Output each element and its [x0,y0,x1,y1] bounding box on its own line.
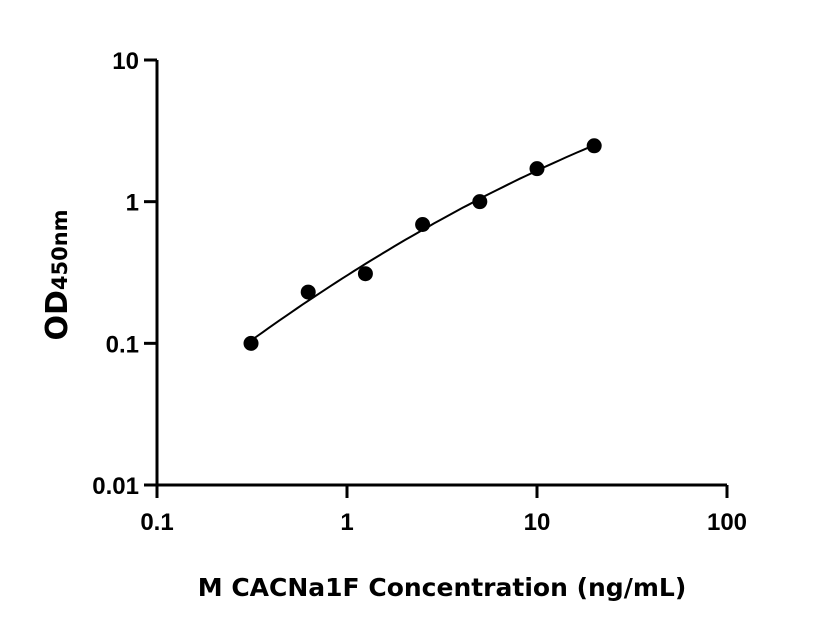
x-tick-label: 10 [524,509,551,536]
y-axis-label-subscript: 450nm [48,209,72,290]
x-axis-label: M CACNa1F Concentration (ng/mL) [198,573,687,602]
x-tick-label: 1 [340,509,353,536]
x-tick-label: 100 [707,509,747,536]
y-tick-label: 0.1 [106,331,139,358]
data-point [243,335,259,351]
data-point [529,161,545,177]
y-axis-label: OD450nm [40,209,75,340]
y-axis-label-main: OD [40,290,75,340]
y-tick-label: 0.01 [92,473,139,500]
x-tick-label: 0.1 [140,509,173,536]
data-point [357,266,373,282]
data-point [586,138,602,154]
data-points [243,138,602,351]
data-point [415,216,431,232]
data-point [300,284,316,300]
y-tick-label: 1 [126,190,139,217]
y-tick-label: 10 [112,48,139,75]
data-point [472,194,488,210]
fit-curve [250,144,595,342]
